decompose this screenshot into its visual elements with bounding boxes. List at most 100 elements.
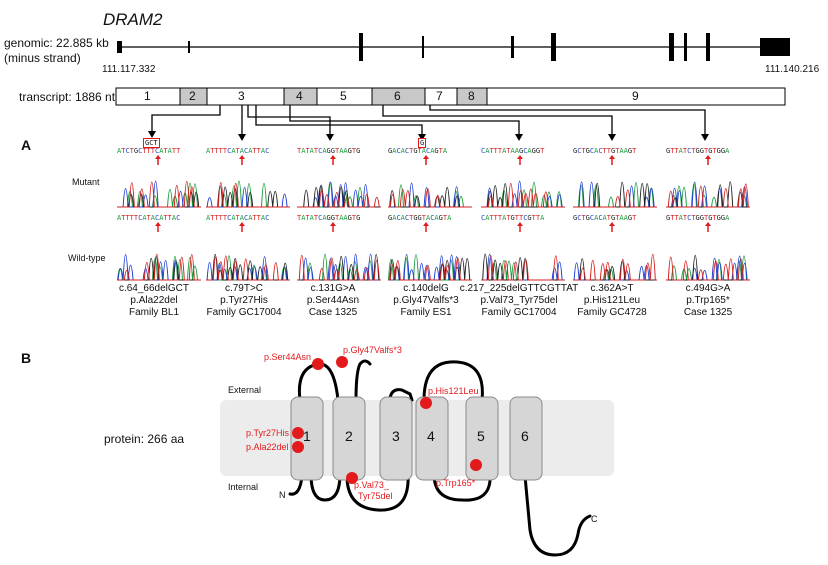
wildtype-row-label: Wild-type	[68, 253, 106, 263]
wildtype-sequence-2: ATTTTCATACATTAC	[206, 214, 270, 222]
mutation-label-val73-line2: Tyr75del	[358, 491, 393, 501]
caption-7-line-2: p.Trp165*	[686, 295, 730, 306]
caption-3-line-2: p.Ser44Asn	[306, 295, 360, 306]
wildtype-arrow-4-head	[423, 222, 429, 226]
wildtype-trace-7-t	[666, 256, 750, 281]
wildtype-arrow-1-head	[155, 222, 161, 226]
exon-label-8: 8	[468, 89, 475, 103]
mutation-label-gly47valfs: p.Gly47Valfs*3	[343, 345, 402, 355]
mutant-sequence-1: ATCTGCTTTCATATT	[117, 147, 181, 155]
wildtype-sequence-1: ATTTTCATACATTAC	[117, 214, 181, 222]
mutant-arrow-2-head	[239, 155, 245, 159]
caption-7-line-3: Case 1325	[683, 307, 733, 318]
mutant-sequence-5: CATTTATAAGCAGGT	[481, 147, 545, 155]
mutation-position-arrows	[155, 155, 711, 232]
helix-label-4: 4	[427, 428, 435, 444]
mutation-label-ala22del: p.Ala22del	[246, 442, 289, 452]
mutant-trace-4-c	[388, 182, 472, 208]
genomic-track	[117, 33, 790, 61]
mutant-arrow-3-head	[330, 155, 336, 159]
mutant-arrow-4-head	[423, 155, 429, 159]
wildtype-trace-1-g	[117, 256, 201, 281]
caption-1-line-3: Family BL1	[128, 307, 179, 318]
wildtype-sequence-5: CATTTATGTTCGTTA	[481, 214, 545, 222]
exon-label-7: 7	[436, 89, 443, 103]
exon-label-4: 4	[296, 89, 303, 103]
caption-2-line-3: Family GC17004	[206, 307, 282, 318]
mutant-trace-4-t	[388, 188, 472, 208]
wildtype-trace-5-g	[481, 253, 565, 281]
wildtype-arrow-2-head	[239, 222, 245, 226]
caption-7-line-1: c.494G>A	[685, 283, 731, 294]
genomic-start-coord: 111.117.332	[102, 64, 156, 75]
mutation-label-val73-line1: p.Val73_	[354, 480, 389, 490]
caption-4-line-1: c.140delG	[403, 283, 449, 294]
wildtype-sequence-7: GTTATCTGGTGTGGA	[666, 214, 730, 222]
mutant-trace-2-c	[206, 186, 290, 208]
mutant-trace-1-g	[117, 191, 201, 208]
mutant-trace-2-a	[206, 180, 290, 208]
caption-4-line-3: Family ES1	[400, 307, 452, 318]
mutant-arrow-6-head	[609, 155, 615, 159]
mutant-arrow-1-head	[155, 155, 161, 159]
wildtype-trace-2-t	[206, 255, 290, 281]
mutant-arrow-7-head	[705, 155, 711, 159]
mutant-sequence-3: TATATCAGGTAAGTG	[297, 147, 361, 155]
mutant-trace-3-g	[297, 184, 381, 208]
helix-label-1: 1	[303, 428, 311, 444]
exon-label-6: 6	[394, 89, 401, 103]
wildtype-trace-6-c	[573, 262, 657, 281]
chromatogram-traces	[117, 180, 750, 281]
mutation-label-tyr27his: p.Tyr27His	[246, 428, 290, 438]
exon-label-2: 2	[189, 89, 196, 103]
mutant-arrow-5-head	[517, 155, 523, 159]
wildtype-trace-7-g	[666, 255, 750, 281]
panel-b-letter: B	[21, 350, 32, 366]
wildtype-arrow-5-head	[517, 222, 523, 226]
exon-label-3: 3	[238, 89, 245, 103]
wildtype-sequence-6: GCTGCACATGTAAGT	[573, 214, 637, 222]
caption-5-line-1: c.217_225delGTTCGTTAT	[459, 283, 579, 294]
mutation-label-ser44asn: p.Ser44Asn	[264, 352, 312, 362]
caption-1-line-2: p.Ala22del	[130, 295, 178, 306]
mutant-trace-7-t	[666, 183, 750, 208]
caption-6-line-2: p.His121Leu	[583, 295, 641, 306]
mutant-row-label: Mutant	[72, 177, 100, 187]
wildtype-sequence-4: GACACTGGTACAGTA	[388, 214, 452, 222]
helix-label-6: 6	[521, 428, 529, 444]
deleted-base-box: G	[418, 138, 427, 148]
helix-label-5: 5	[477, 428, 485, 444]
mutant-trace-5-t	[481, 183, 565, 208]
mutant-sequence-7: GTTATCTGGTGTGGA	[666, 147, 730, 155]
n-terminus-label: N	[279, 490, 286, 500]
exon-label-5: 5	[340, 89, 347, 103]
wildtype-trace-1-t	[117, 253, 201, 281]
wildtype-trace-3-t	[297, 255, 381, 281]
mutation-dots	[292, 356, 482, 484]
mutant-trace-5-c	[481, 180, 565, 208]
caption-5-line-2: p.Val73_Tyr75del	[480, 295, 558, 306]
exon-label-1: 1	[144, 89, 151, 103]
caption-6-line-1: c.362A>T	[590, 283, 634, 294]
caption-2-line-2: p.Tyr27His	[220, 295, 268, 306]
wildtype-arrow-6-head	[609, 222, 615, 226]
wildtype-trace-4-t	[388, 257, 472, 281]
caption-5-line-3: Family GC17004	[481, 307, 557, 318]
caption-3-line-1: c.131G>A	[310, 283, 356, 294]
wildtype-trace-3-g	[297, 254, 381, 281]
transcript-label: transcript: 1886 nt	[19, 90, 116, 104]
mutant-trace-3-t	[297, 189, 381, 208]
mutant-trace-6-g	[573, 181, 657, 208]
caption-4-line-2: p.Gly47Valfs*3	[393, 295, 459, 306]
caption-3-line-3: Case 1325	[308, 307, 358, 318]
caption-6-line-3: Family GC4728	[577, 307, 647, 318]
mutant-sequence-2: ATTTTCATACATTAC	[206, 147, 270, 155]
exon-label-9: 9	[632, 89, 639, 103]
genomic-length-label: genomic: 22.885 kb	[4, 36, 109, 50]
internal-label: Internal	[228, 482, 259, 492]
wildtype-trace-6-t	[573, 254, 657, 281]
helix-label-3: 3	[392, 428, 400, 444]
c-terminus-label: C	[591, 514, 598, 524]
mutation-label-trp165: p.Trp165*	[436, 478, 476, 488]
